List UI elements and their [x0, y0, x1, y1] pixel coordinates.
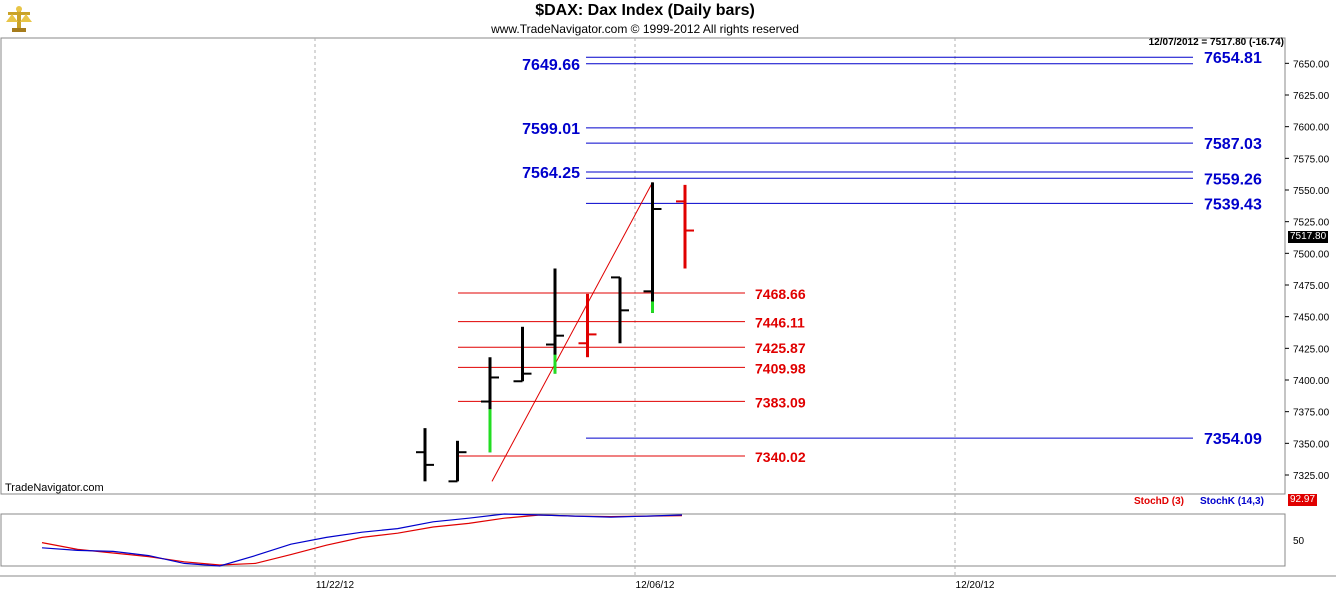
watermark: TradeNavigator.com — [5, 482, 104, 494]
blue-level-label: 7539.43 — [1204, 196, 1262, 213]
y-tick-label: 7325.00 — [1293, 471, 1330, 482]
chart-title: $DAX: Dax Index (Daily bars) — [535, 2, 755, 19]
y-tick-label: 7350.00 — [1293, 439, 1330, 450]
red-level-label: 7340.02 — [755, 449, 806, 465]
y-tick-label: 7500.00 — [1293, 249, 1330, 260]
blue-level-label: 7564.25 — [522, 165, 580, 182]
x-tick-label: 12/06/12 — [636, 580, 675, 591]
price-panel-frame — [0, 37, 1286, 495]
chart-subtitle: www.TradeNavigator.com © 1999-2012 All r… — [491, 22, 799, 36]
stoch-d-legend: StochD (3) — [1134, 496, 1184, 507]
red-level-label: 7383.09 — [755, 394, 806, 410]
y-tick-label: 7475.00 — [1293, 281, 1330, 292]
y-tick-label: 7625.00 — [1293, 91, 1330, 102]
stoch-value-badge: 92.97 — [1288, 494, 1318, 506]
blue-level-label: 7587.03 — [1204, 136, 1262, 153]
y-tick-label: 7425.00 — [1293, 344, 1330, 355]
blue-level-label: 7654.81 — [1204, 50, 1262, 67]
y-tick-label: 7450.00 — [1293, 313, 1330, 324]
y-tick-label: 7525.00 — [1293, 218, 1330, 229]
red-level-label: 7446.11 — [755, 315, 805, 331]
red-level-label: 7409.98 — [755, 360, 806, 376]
last-price-badge: 7517.80 — [1288, 231, 1329, 243]
blue-level-label: 7649.66 — [522, 57, 580, 74]
stoch-series-line — [41, 513, 683, 567]
red-level-label: 7425.87 — [755, 340, 806, 356]
red-level-label: 7468.66 — [755, 286, 806, 302]
stoch-y-tick-label: 50 — [1293, 536, 1305, 547]
blue-level-label: 7354.09 — [1204, 431, 1262, 448]
y-tick-label: 7600.00 — [1293, 123, 1330, 134]
y-tick-label: 7650.00 — [1293, 59, 1330, 70]
y-tick-label: 7375.00 — [1293, 408, 1330, 419]
stoch-panel-frame — [0, 513, 1286, 567]
x-tick-label: 12/20/12 — [956, 580, 995, 591]
y-tick-label: 7400.00 — [1293, 376, 1330, 387]
stoch-series-line — [41, 514, 683, 566]
price-readout: 12/07/2012 = 7517.80 (-16.74) — [1148, 37, 1284, 48]
y-tick-label: 7550.00 — [1293, 186, 1330, 197]
scales-logo-icon — [4, 4, 34, 34]
trendline — [491, 182, 653, 482]
x-tick-label: 11/22/12 — [316, 580, 355, 591]
blue-level-label: 7559.26 — [1204, 171, 1262, 188]
stoch-k-legend: StochK (14,3) — [1200, 496, 1264, 507]
y-tick-label: 7575.00 — [1293, 154, 1330, 165]
blue-level-label: 7599.01 — [522, 121, 580, 138]
